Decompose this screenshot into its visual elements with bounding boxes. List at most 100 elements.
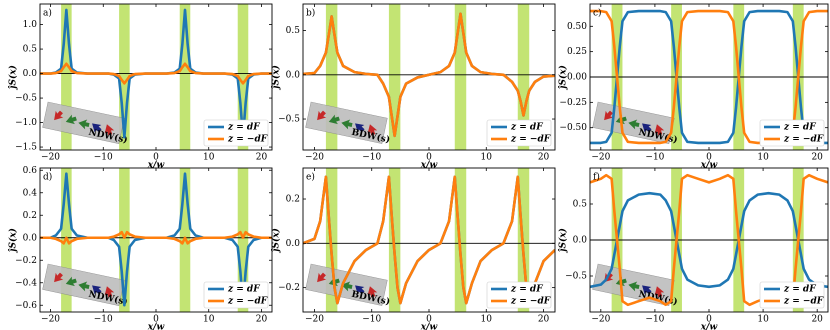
plot-area: NDW(s)	[590, 4, 828, 150]
y-tick-label: −0.5	[15, 94, 37, 104]
x-tick-label: −10	[645, 153, 664, 163]
highlight-band	[237, 168, 249, 312]
highlight-band	[179, 4, 191, 150]
x-tick-label: 0	[706, 153, 712, 163]
x-tick-label: 0	[153, 153, 159, 163]
x-tick-label: 20	[256, 315, 268, 325]
legend-label: z = −dF	[510, 135, 551, 145]
y-tick-label: −0.25	[559, 98, 587, 108]
highlight-band	[61, 4, 72, 150]
x-tick-label: −10	[362, 153, 381, 163]
panel-label: f)	[593, 172, 600, 183]
y-tick-label: 0.4	[23, 188, 38, 198]
inset-arrow	[317, 272, 327, 283]
inset: NDW(s)	[42, 101, 129, 146]
legend-label: z = −dF	[783, 135, 824, 145]
inset-arrow	[92, 123, 102, 133]
x-tick-label: 0	[426, 315, 432, 325]
x-axis-label: x/w	[147, 323, 165, 330]
x-tick-label: 10	[203, 153, 215, 163]
y-tick-label: −0.5	[278, 115, 300, 125]
y-tick-label: 0.6	[23, 166, 38, 176]
x-tick-label: −20	[305, 315, 324, 325]
inset-arrow	[92, 285, 102, 295]
highlight-band	[388, 4, 401, 150]
inset-arrow	[355, 285, 365, 295]
plot-area: NDW(s)	[40, 168, 272, 312]
x-tick-label: 0	[706, 315, 712, 325]
x-tick-label: −10	[94, 153, 113, 163]
highlight-band	[119, 168, 130, 312]
y-tick-label: 0.5	[573, 200, 588, 210]
legend-label: z = dF	[510, 123, 543, 133]
panel-label: b)	[306, 8, 315, 19]
y-tick-label: 0.00	[567, 73, 587, 83]
inset-arrow	[654, 124, 665, 136]
inset-arrow	[642, 123, 652, 133]
panel: NDW(s) −20 −10 0 10 20 −1.5 −1.0 −0.5 0.0 0.5 1.0 x/…	[8, 3, 273, 171]
inset-arrow	[65, 276, 77, 287]
y-tick-label: 0.0	[286, 70, 301, 80]
y-tick-label: 0.50	[567, 22, 587, 32]
legend-label: z = −dF	[227, 297, 268, 307]
panel-label: d)	[43, 172, 52, 183]
y-tick-label: −0.6	[15, 301, 37, 311]
x-axis-label: x/w	[420, 161, 438, 171]
x-tick-label: −20	[41, 153, 60, 163]
x-tick-label: 0	[153, 315, 159, 325]
y-tick-label: −1.5	[15, 143, 37, 153]
series-line	[40, 230, 272, 245]
y-tick-label: −0.50	[559, 123, 587, 133]
x-axis-label: x/w	[147, 161, 165, 171]
panel-label: c)	[593, 8, 602, 19]
series-line	[303, 12, 555, 138]
inset-arrow	[65, 114, 77, 125]
legend-label: z = −dF	[227, 135, 268, 145]
inset-arrow	[654, 286, 665, 298]
inset-arrow	[367, 124, 378, 136]
x-tick-label: −10	[645, 315, 664, 325]
highlight-band	[454, 4, 467, 150]
x-tick-label: −20	[41, 315, 60, 325]
panel: NDW(s) −20 −10 0 10 20 −0.6 −0.4 −0.2 0.0 0.2 0.4 0.…	[8, 166, 273, 330]
x-tick-label: 20	[538, 315, 550, 325]
x-tick-label: 20	[811, 315, 823, 325]
x-tick-label: 10	[757, 315, 769, 325]
inset-arrow	[104, 286, 115, 298]
y-axis-label: ĵS(x)	[271, 65, 282, 91]
x-axis-label: x/w	[700, 161, 718, 171]
inset-arrow	[328, 114, 340, 125]
inset-arrow	[628, 119, 640, 130]
inset-arrow	[642, 285, 652, 295]
x-tick-label: 20	[256, 153, 268, 163]
y-axis-label: ĵS(x)	[8, 228, 19, 254]
y-tick-label: −0.4	[15, 278, 37, 288]
y-tick-label: 0.5	[286, 26, 301, 36]
panel: NDW(s)−20 −10 0 10 20−0.50.00.5x/wĵS(x)f)z =…	[558, 167, 829, 330]
inset-arrow	[604, 110, 614, 121]
panel: BDW(s) −20 −10 0 10 20 −0.5 0.0 0.5 x/w ĵS(x) b) z =…	[271, 3, 556, 171]
y-tick-label: 0.0	[23, 233, 38, 243]
x-tick-label: 10	[481, 153, 493, 163]
x-tick-label: 10	[757, 153, 769, 163]
legend-label: z = dF	[783, 285, 816, 295]
series-line	[590, 9, 828, 145]
x-tick-label: −20	[591, 315, 610, 325]
legend-label: z = −dF	[510, 297, 551, 307]
inset-arrow	[54, 110, 64, 121]
series-line	[40, 62, 272, 85]
inset-arrow	[341, 119, 353, 130]
legend-label: z = dF	[227, 123, 260, 133]
y-tick-label: 0.5	[23, 45, 38, 55]
panel-label: a)	[43, 8, 52, 19]
x-tick-label: −20	[305, 153, 324, 163]
panel: NDW(s) −20 −10 0 10 20 −0.50 −0.25 0.00 0.25 0.50 x…	[558, 3, 829, 171]
highlight-band	[325, 4, 338, 150]
y-tick-label: 0.0	[286, 239, 301, 249]
highlight-band	[119, 4, 130, 150]
x-axis-label: x/w	[420, 323, 438, 330]
y-tick-label: −1.0	[15, 118, 37, 128]
x-tick-label: 20	[811, 153, 823, 163]
inset-arrow	[104, 124, 115, 136]
